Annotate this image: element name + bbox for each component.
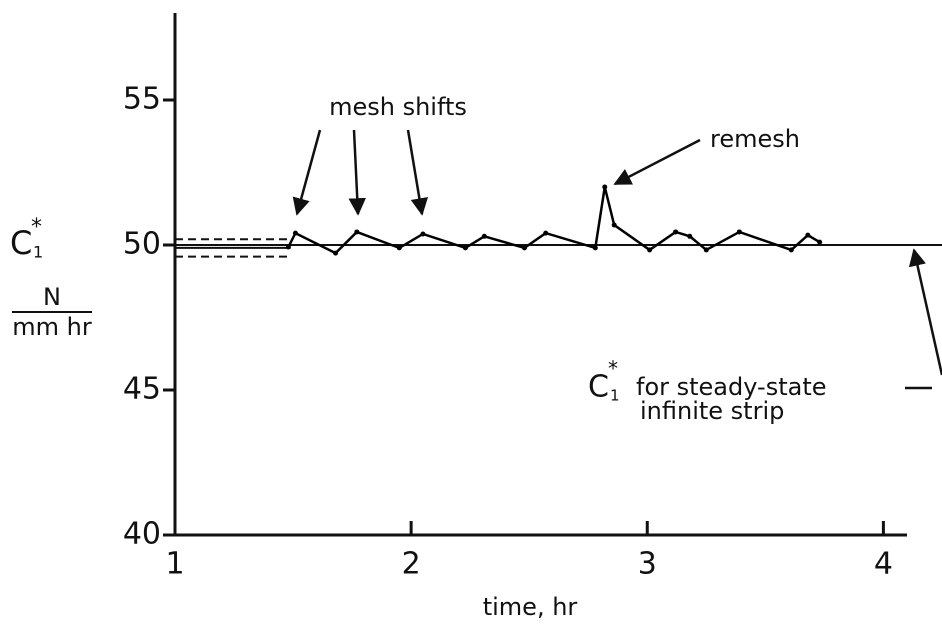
point: [805, 232, 811, 238]
x-tick-label: 3: [638, 547, 657, 582]
point: [736, 229, 742, 235]
point: [817, 239, 823, 245]
point: [420, 231, 426, 237]
x-tick-label: 2: [402, 547, 421, 582]
y-tick-label: 55: [123, 82, 161, 117]
y-tick-label: 50: [123, 227, 161, 262]
point: [703, 247, 709, 253]
annotation: infinite strip: [640, 397, 784, 425]
annotation: for steady-state: [636, 373, 827, 401]
point: [481, 233, 487, 239]
point: [333, 250, 339, 256]
point: [521, 245, 527, 251]
annotation: 1: [610, 387, 620, 405]
annotation: remesh: [710, 125, 800, 153]
point: [611, 222, 617, 228]
y-label: C: [10, 224, 32, 262]
annotation: C: [588, 370, 609, 405]
point: [647, 247, 653, 253]
y-unit-num: N: [43, 283, 61, 311]
y-label-sup: *: [31, 215, 42, 240]
point: [396, 245, 402, 251]
y-unit-den: mm hr: [12, 313, 92, 341]
line: [287, 186, 821, 255]
point: [462, 245, 468, 251]
x-tick-label: 4: [874, 547, 893, 582]
point: [788, 247, 794, 253]
x-tick-label: 1: [165, 547, 184, 582]
x-label: time, hr: [483, 593, 578, 621]
point: [543, 230, 549, 236]
arrows: [292, 129, 942, 390]
point: [292, 230, 298, 236]
point: [354, 229, 360, 235]
y-tick-label: 40: [123, 517, 161, 552]
point: [602, 184, 608, 190]
point: [673, 229, 679, 235]
y-tick-label: 45: [123, 372, 161, 407]
point: [687, 233, 693, 239]
point: [285, 244, 291, 250]
annotation: mesh shifts: [329, 93, 467, 121]
annotation: *: [608, 357, 618, 381]
point: [592, 245, 598, 251]
y-label-sub: 1: [33, 243, 43, 262]
